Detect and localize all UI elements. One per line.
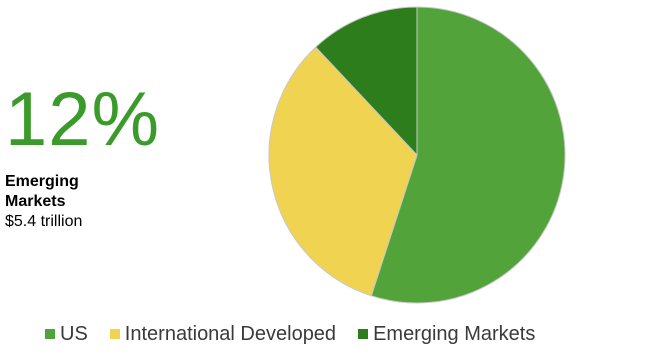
legend-label: International Developed — [124, 322, 337, 345]
callout-percentage: 12% — [5, 77, 161, 162]
chart-legend: US International Developed Emerging Market… — [45, 318, 535, 350]
pie-slice-international-developed — [268, 46, 418, 297]
pie-slice-emerging-markets — [314, 6, 418, 157]
callout-category-label: Emerging Markets — [5, 173, 79, 210]
legend-swatch — [358, 329, 369, 339]
highlight-callout: 12% Emerging Markets $5.4 trillion — [5, 82, 175, 232]
legend-item-us: US — [45, 323, 88, 346]
legend-label: Emerging Markets — [373, 322, 536, 345]
legend-item-emerging-markets: Emerging Markets — [358, 323, 535, 346]
pie-slice-us — [370, 6, 566, 304]
callout-amount: $5.4 trillion — [5, 213, 83, 230]
legend-swatch — [109, 329, 120, 339]
legend-label: US — [60, 322, 88, 345]
legend-swatch — [45, 329, 55, 339]
legend-item-international-developed: International Developed — [109, 322, 337, 346]
pie-chart — [268, 6, 566, 304]
